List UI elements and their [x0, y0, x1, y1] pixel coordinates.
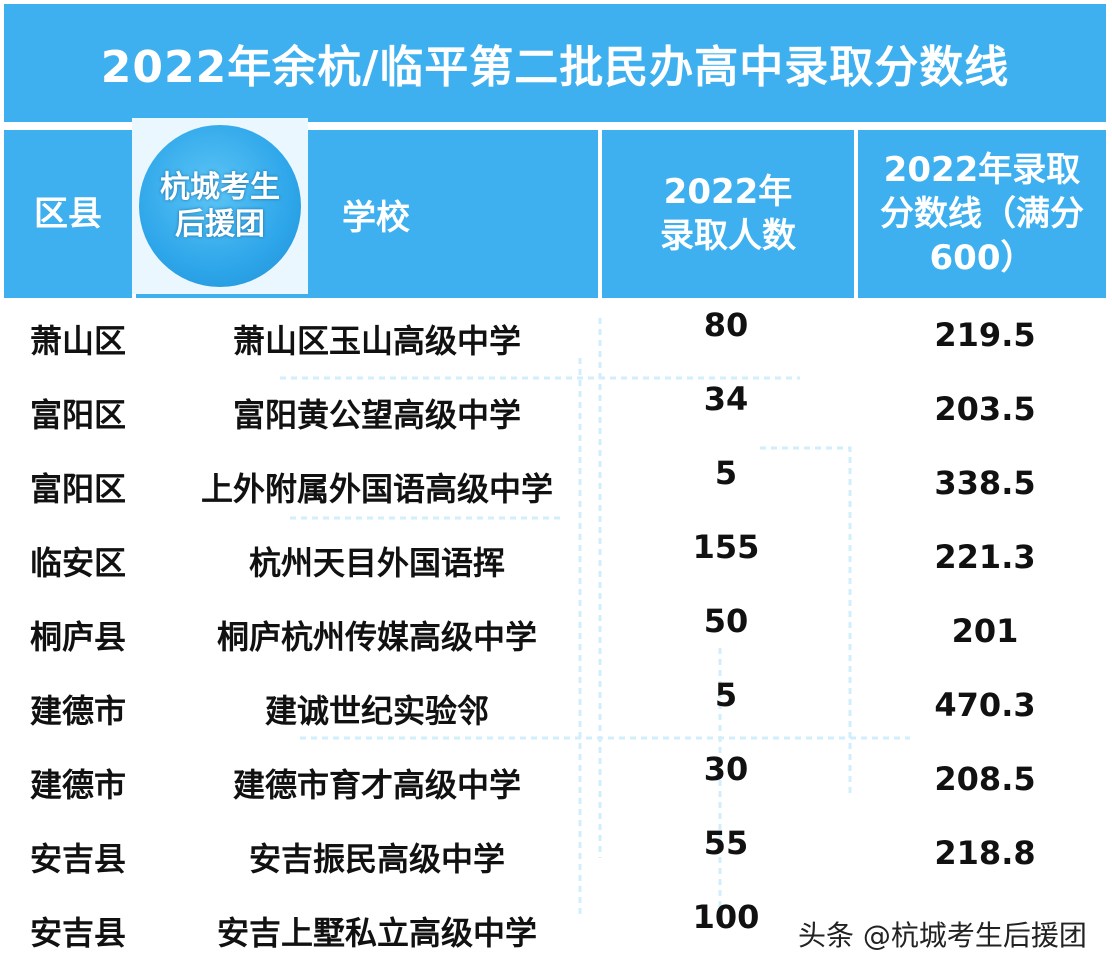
- watermark-logo-circle: 杭城考生 后援团: [139, 125, 301, 287]
- cell-count: 5: [714, 676, 738, 714]
- header-score: 2022年录取 分数线（满分 600）: [858, 130, 1106, 298]
- table-row: 临安区 杭州天目外国语挥 155 221.3: [0, 520, 1112, 594]
- cell-district: 安吉县: [30, 840, 127, 878]
- header-score-line2: 分数线（满分: [880, 193, 1084, 234]
- cell-count: 55: [703, 824, 749, 862]
- header-count-line2: 录取人数: [660, 216, 796, 256]
- cell-district: 建德市: [30, 692, 127, 730]
- cell-count: 30: [703, 750, 749, 788]
- cell-count: 100: [692, 898, 760, 936]
- cell-score: 470.3: [934, 686, 1036, 724]
- header-count-line1: 2022年: [663, 171, 793, 212]
- cell-school: 安吉上墅私立高级中学: [216, 914, 537, 952]
- cell-score: 201: [951, 612, 1019, 650]
- cell-district: 临安区: [30, 544, 127, 582]
- table-row: 建德市 建诚世纪实验邻 5 470.3: [0, 668, 1112, 742]
- cell-score: 203.5: [934, 390, 1036, 428]
- table-body: 萧山区 萧山区玉山高级中学 80 219.5 富阳区 富阳黄公望高级中学 34 …: [0, 298, 1112, 964]
- header-score-line1: 2022年录取: [883, 149, 1081, 190]
- cell-school: 杭州天目外国语挥: [248, 544, 505, 582]
- table-row: 建德市 建德市育才高级中学 30 208.5: [0, 742, 1112, 816]
- table-row: 萧山区 萧山区玉山高级中学 80 219.5: [0, 298, 1112, 372]
- cell-school: 富阳黄公望高级中学: [232, 396, 521, 434]
- title-banner: 2022年余杭/临平第二批民办高中录取分数线: [4, 4, 1106, 122]
- page-title: 2022年余杭/临平第二批民办高中录取分数线: [100, 42, 1010, 93]
- header-district-label: 区县: [34, 193, 102, 234]
- cell-district: 桐庐县: [30, 618, 127, 656]
- cell-score: 208.5: [934, 760, 1036, 798]
- watermark-logo: 杭城考生 后援团: [132, 118, 308, 294]
- cell-score: 218.8: [934, 834, 1036, 872]
- cell-school: 桐庐杭州传媒高级中学: [216, 618, 537, 656]
- cell-school: 萧山区玉山高级中学: [232, 322, 521, 360]
- cell-district: 萧山区: [30, 322, 127, 360]
- cell-count: 5: [714, 454, 738, 492]
- cell-school: 建德市育才高级中学: [232, 766, 521, 804]
- cell-score: 221.3: [934, 538, 1036, 576]
- logo-line1: 杭城考生: [160, 169, 280, 205]
- cell-district: 富阳区: [30, 396, 127, 434]
- header-school-label: 学校: [342, 198, 410, 238]
- cell-district: 安吉县: [30, 914, 127, 952]
- cell-school: 建诚世纪实验邻: [264, 692, 489, 730]
- cell-score: 338.5: [934, 464, 1036, 502]
- header-count: 2022年 录取人数: [602, 130, 854, 298]
- cell-score: 219.5: [934, 316, 1036, 354]
- cell-count: 50: [703, 602, 749, 640]
- cell-district: 富阳区: [30, 470, 127, 508]
- table-row: 桐庐县 桐庐杭州传媒高级中学 50 201: [0, 594, 1112, 668]
- table-row: 富阳区 上外附属外国语高级中学 5 338.5: [0, 446, 1112, 520]
- table-row: 富阳区 富阳黄公望高级中学 34 203.5: [0, 372, 1112, 446]
- header-district: 区县: [4, 130, 132, 298]
- logo-line2: 后援团: [175, 207, 265, 242]
- table-row: 安吉县 安吉振民高级中学 55 218.8: [0, 816, 1112, 890]
- cell-count: 34: [703, 380, 749, 418]
- cell-count: 80: [703, 306, 749, 344]
- cell-count: 155: [692, 528, 760, 566]
- cell-school: 安吉振民高级中学: [248, 840, 505, 878]
- cell-district: 建德市: [30, 766, 127, 804]
- source-watermark: 头条 @杭城考生后援团: [798, 919, 1087, 952]
- table-row: 安吉县 安吉上墅私立高级中学 100: [0, 890, 1112, 964]
- header-score-line3: 600）: [929, 238, 1035, 279]
- cell-school: 上外附属外国语高级中学: [200, 470, 553, 508]
